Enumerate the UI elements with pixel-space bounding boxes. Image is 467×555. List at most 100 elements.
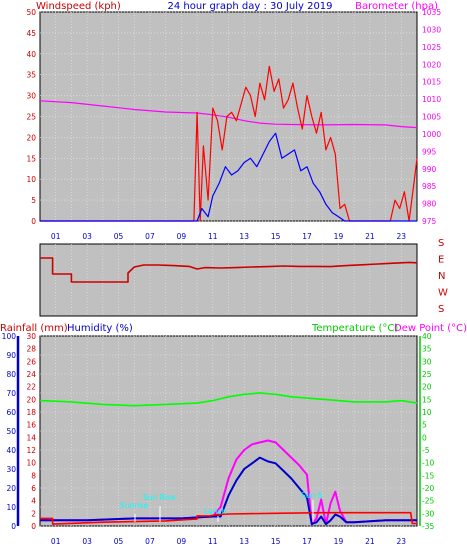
wind-grid: [40, 11, 417, 222]
temperature-tick-label: 10: [422, 408, 432, 417]
temperature-tick-label: 20: [422, 383, 432, 392]
x-tick-label: 19: [334, 537, 344, 546]
x-tick-label: 15: [271, 537, 281, 546]
temperature-tick-label: 0: [422, 433, 427, 442]
humidity-tick-label: 30: [6, 465, 16, 474]
climate-x-axis: 01 03 05 07 09 11 13 15 17 19 21 23: [51, 537, 406, 546]
x-tick-label: 13: [239, 232, 249, 241]
rain-tick-label: 4: [31, 497, 36, 506]
y-tick-label: 15: [26, 154, 36, 163]
rain-tick-label: 20: [26, 395, 36, 404]
graph-title: 24 hour graph day : 30 July 2019: [167, 1, 332, 12]
y-tick-label: 10: [26, 175, 36, 184]
x-tick-label: 15: [271, 232, 281, 241]
direction-grid: [55, 244, 402, 316]
humidity-tick-label: 70: [6, 389, 16, 398]
humidity-tick-label: 90: [6, 351, 16, 360]
y2-tick-label: 975: [422, 217, 437, 226]
x-tick-label: 07: [145, 232, 155, 241]
temperature-y-axis: -35 -30 -25 -20 -15 -10 -5 0 5 10 15 20 25 30 35 40: [419, 332, 434, 531]
y2-tick-label: 1020: [422, 60, 441, 69]
y2-tick-label: 1025: [422, 43, 441, 52]
rain-tick-label: 8: [31, 471, 36, 480]
temperature-tick-label: -35: [422, 522, 434, 531]
y-tick-label: 35: [26, 71, 36, 80]
humidity-tick-label: 10: [6, 503, 16, 512]
rainfall-line: [40, 511, 417, 525]
y-tick-label: 25: [26, 113, 36, 122]
temperature-tick-label: 5: [422, 421, 427, 430]
wind-direction-line: [40, 257, 418, 283]
event-markers: Sunrise Sun Rise Lunch Sun S: [120, 491, 323, 522]
y2-tick-label: 990: [422, 165, 437, 174]
rain-tick-label: 18: [26, 408, 36, 417]
rain-tick-label: 2: [31, 509, 36, 518]
y2-tick-label: 980: [422, 200, 437, 209]
x-tick-label: 23: [397, 537, 407, 546]
y2-tick-label: 1035: [422, 8, 441, 17]
humidity-y-axis: 0 10 20 30 40 50 60 70 80 90 100: [2, 332, 20, 531]
sunset-label: Sun S: [301, 491, 323, 500]
humidity-tick-label: 0: [11, 522, 16, 531]
rain-tick-label: 26: [26, 357, 36, 366]
temperature-tick-label: -30: [422, 509, 434, 518]
x-tick-label: 19: [334, 232, 344, 241]
dewpoint-line: [40, 439, 417, 526]
wind-average-line: [40, 132, 417, 222]
x-tick-label: 21: [365, 537, 375, 546]
y-tick-label: 45: [26, 29, 36, 38]
rain-tick-label: 0: [31, 522, 36, 531]
direction-tick-label: S: [438, 238, 444, 249]
windspeed-y-axis: 0 5 10 15 20 25 30 35 40 45 50: [26, 8, 36, 226]
x-tick-label: 07: [145, 537, 155, 546]
temperature-tick-label: -25: [422, 497, 434, 506]
sunrise-label: Sunrise: [120, 501, 148, 510]
y2-tick-label: 1000: [422, 130, 441, 139]
rain-tick-label: 14: [26, 433, 36, 442]
y2-tick-label: 1015: [422, 78, 441, 87]
humidity-tick-label: 80: [6, 370, 16, 379]
y2-tick-label: 1030: [422, 25, 441, 34]
x-tick-label: 11: [208, 232, 218, 241]
rain-tick-label: 30: [26, 332, 36, 341]
direction-tick-label: W: [438, 288, 448, 299]
y-tick-label: 40: [26, 50, 36, 59]
temperature-tick-label: -5: [422, 446, 430, 455]
sun-rise-label: Sun Rise: [143, 493, 176, 502]
humidity-tick-label: 50: [6, 427, 16, 436]
x-tick-label: 05: [114, 537, 124, 546]
direction-tick-label: N: [438, 271, 445, 282]
humidity-tick-label: 40: [6, 446, 16, 455]
rainfall-axis-title: Rainfall (mm): [0, 323, 68, 334]
temperature-tick-label: -10: [422, 459, 434, 468]
temperature-line: [39, 392, 418, 407]
y2-tick-label: 985: [422, 182, 437, 191]
x-tick-label: 17: [302, 232, 312, 241]
y-tick-label: 5: [31, 196, 36, 205]
temperature-tick-label: -20: [422, 484, 434, 493]
barometer-line: [39, 100, 418, 129]
x-tick-label: 11: [208, 537, 218, 546]
temperature-tick-label: 25: [422, 370, 432, 379]
temperature-tick-label: 15: [422, 395, 432, 404]
rain-tick-label: 10: [26, 459, 36, 468]
rain-tick-label: 6: [31, 484, 36, 493]
temperature-tick-label: 30: [422, 357, 432, 366]
y-tick-label: 30: [26, 92, 36, 101]
x-tick-label: 17: [302, 537, 312, 546]
humidity-tick-label: 20: [6, 484, 16, 493]
x-tick-label: 01: [51, 537, 61, 546]
barometer-y-axis: 975 980 985 990 995 1000 1005 1010 1015 1020 1025 1…: [422, 8, 441, 226]
lunch-label: Lunch: [204, 507, 227, 516]
rain-tick-label: 16: [26, 421, 36, 430]
rain-tick-label: 22: [26, 383, 36, 392]
temperature-tick-label: -15: [422, 471, 434, 480]
humidity-tick-label: 100: [2, 332, 17, 341]
y-tick-label: 50: [26, 8, 36, 17]
direction-tick-label: S: [438, 304, 444, 315]
wind-x-axis: 01 03 05 07 09 11 13 15 17 19 21 23: [51, 232, 406, 241]
temperature-tick-label: 35: [422, 345, 432, 354]
